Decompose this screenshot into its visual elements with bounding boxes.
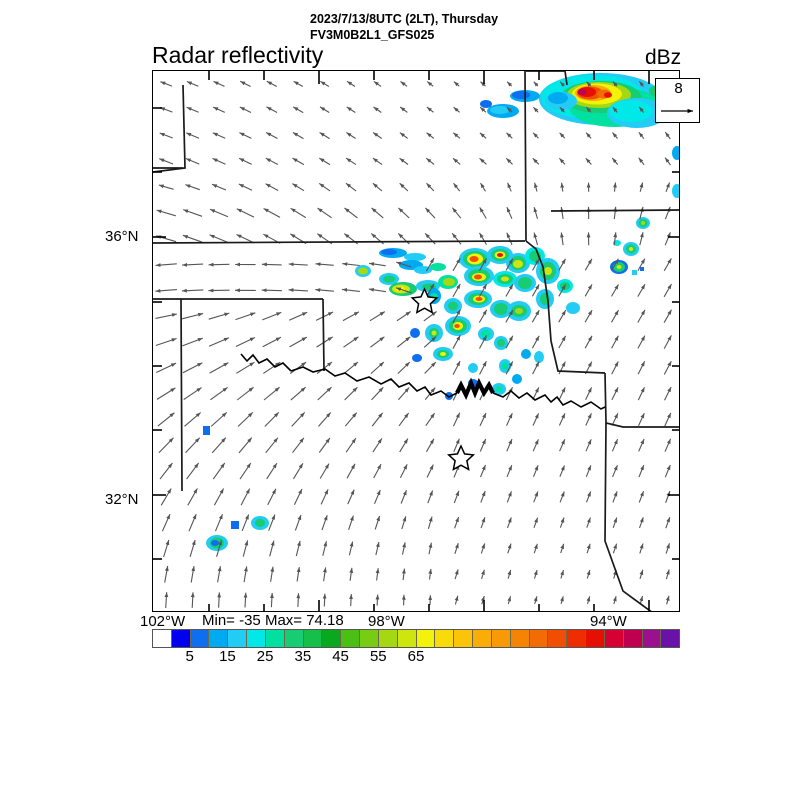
axis-ticks bbox=[153, 71, 679, 611]
colorbar-swatch-21 bbox=[548, 630, 568, 647]
colorbar-swatch-15 bbox=[435, 630, 455, 647]
colorbar-swatch-10 bbox=[341, 630, 361, 647]
colorbar-swatch-17 bbox=[473, 630, 492, 647]
wind-vector-field bbox=[155, 80, 672, 609]
colorbar-tick-65: 65 bbox=[407, 648, 425, 665]
lat-label-36n: 36°N bbox=[105, 228, 139, 245]
colorbar-swatch-8 bbox=[303, 630, 323, 647]
colorbar-swatch-20 bbox=[529, 630, 549, 647]
colorbar-swatch-6 bbox=[265, 630, 285, 647]
echo-cluster-west-texas bbox=[203, 426, 269, 551]
colorbar-swatch-25 bbox=[623, 630, 643, 647]
colorbar-swatch-2 bbox=[190, 630, 210, 647]
colorbar bbox=[152, 629, 680, 648]
map-plot-area bbox=[152, 70, 680, 612]
colorbar-tick-labels: 5 15 25 35 45 55 65 bbox=[152, 648, 680, 670]
colorbar-swatch-12 bbox=[378, 630, 398, 647]
colorbar-swatch-27 bbox=[661, 630, 680, 647]
min-max-annotation: Min= -35 Max= 74.18 bbox=[202, 612, 344, 629]
echo-cluster-northwest-blue bbox=[480, 90, 540, 118]
lon-label-94w: 94°W bbox=[590, 613, 627, 630]
colorbar-swatch-4 bbox=[228, 630, 248, 647]
colorbar-swatch-16 bbox=[454, 630, 474, 647]
reference-vector-legend: 8 bbox=[655, 78, 700, 123]
colorbar-swatch-0 bbox=[153, 630, 172, 647]
right-arrow-icon bbox=[661, 108, 693, 114]
colorbar-tick-35: 35 bbox=[294, 648, 312, 665]
red-river-boundary bbox=[240, 353, 606, 410]
colorbar-tick-25: 25 bbox=[256, 648, 274, 665]
reference-vector-value: 8 bbox=[674, 80, 683, 97]
colorbar-swatch-18 bbox=[491, 630, 511, 647]
echo-cluster-east-isolated bbox=[610, 217, 650, 275]
map-graphics bbox=[153, 71, 679, 611]
colorbar-swatch-23 bbox=[586, 630, 605, 647]
reflectivity-echo-layer bbox=[203, 73, 679, 551]
lon-label-102w: 102°W bbox=[140, 613, 186, 630]
colorbar-swatch-19 bbox=[510, 630, 530, 647]
colorbar-swatch-26 bbox=[642, 630, 662, 647]
colorbar-swatch-22 bbox=[567, 630, 587, 647]
colorbar-tick-45: 45 bbox=[332, 648, 349, 665]
echo-cluster-central bbox=[355, 246, 580, 400]
colorbar-swatch-24 bbox=[604, 630, 624, 647]
state-boundaries-layer bbox=[153, 71, 679, 611]
colorbar-tick-55: 55 bbox=[369, 648, 387, 665]
station-marker-layer bbox=[410, 287, 476, 471]
colorbar-swatch-1 bbox=[171, 630, 191, 647]
colorbar-swatch-9 bbox=[322, 630, 342, 647]
header-datetime: 2023/7/13/8UTC (2LT), Thursday bbox=[310, 12, 499, 26]
colorbar-tick-15: 15 bbox=[219, 648, 236, 665]
colorbar-swatch-3 bbox=[209, 630, 229, 647]
star-marker-south bbox=[446, 444, 476, 471]
colorbar-swatch-7 bbox=[284, 630, 304, 647]
lon-label-98w: 98°W bbox=[368, 613, 405, 630]
colorbar-swatch-5 bbox=[247, 630, 266, 647]
colorbar-tick-5: 5 bbox=[185, 648, 194, 665]
colorbar-swatch-14 bbox=[416, 630, 436, 647]
colorbar-swatch-11 bbox=[360, 630, 379, 647]
lat-label-32n: 32°N bbox=[105, 491, 139, 508]
star-marker-north bbox=[410, 287, 439, 314]
colorbar-swatch-13 bbox=[397, 630, 417, 647]
echo-cluster-northeast bbox=[539, 73, 679, 198]
page-title: Radar reflectivity bbox=[152, 42, 324, 68]
colorbar-units-label: dBz bbox=[645, 46, 682, 69]
header-model-id: FV3M0B2L1_GFS025 bbox=[310, 28, 435, 42]
